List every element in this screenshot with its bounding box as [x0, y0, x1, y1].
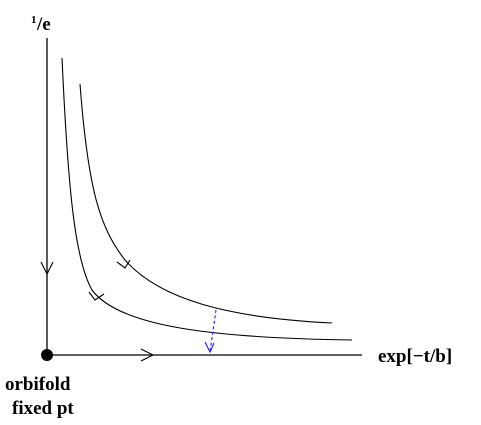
x-axis-label: exp[−t/b] [378, 346, 452, 367]
orbifold-fixed-point-dot [41, 349, 53, 361]
y-axis-flow-arrow [40, 261, 54, 276]
x-axis-flow-arrow [140, 348, 155, 362]
flow-curve-inner-arrow [88, 291, 105, 301]
origin-label-line1: orbifold [5, 374, 71, 395]
dashed-flow-arrowhead [204, 341, 215, 354]
flow-curve-inner [61, 57, 353, 341]
y-axis-label: /e [36, 14, 51, 35]
y-axis-label-superscript: 1 [31, 14, 37, 26]
dashed-flow-arrow [209, 309, 217, 353]
flow-curve-outer-arrow [116, 259, 131, 269]
origin-label-line2: fixed pt [12, 398, 74, 419]
flow-curve-outer [79, 83, 333, 324]
